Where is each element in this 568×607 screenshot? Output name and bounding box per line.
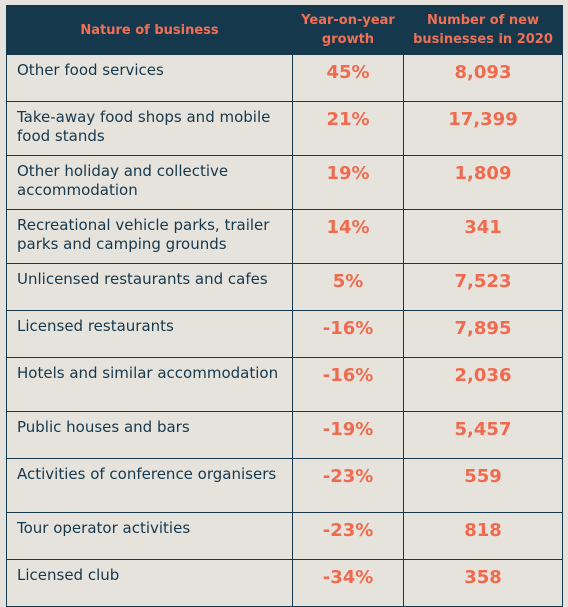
business-name-cell: Tour operator activities xyxy=(6,512,293,560)
growth-cell: -23% xyxy=(292,512,404,560)
new-businesses-cell: 8,093 xyxy=(403,54,563,102)
header-new-businesses-2020: Number of new businesses in 2020 xyxy=(403,5,563,55)
table-body: Other food services 45% 8,093 Take-away foo… xyxy=(6,54,563,607)
table-row: Tour operator activities -23% 818 xyxy=(6,512,563,560)
table-row: Unlicensed restaurants and cafes 5% 7,523 xyxy=(6,263,563,311)
table-row: Licensed club -34% 358 xyxy=(6,559,563,607)
table-row: Public houses and bars -19% 5,457 xyxy=(6,411,563,459)
header-nature-of-business: Nature of business xyxy=(6,5,293,55)
table-row: Other holiday and collective accommodati… xyxy=(6,155,563,210)
table-header: Nature of business Year-on-year growth N… xyxy=(6,5,563,55)
header-year-on-year-growth: Year-on-year growth xyxy=(292,5,404,55)
new-businesses-cell: 5,457 xyxy=(403,411,563,459)
table-row: Other food services 45% 8,093 xyxy=(6,54,563,102)
table-row: Activities of conference organisers -23% 5… xyxy=(6,458,563,513)
table-row: Take-away food shops and mobile food sta… xyxy=(6,101,563,156)
growth-cell: -34% xyxy=(292,559,404,607)
growth-cell: 45% xyxy=(292,54,404,102)
table-row: Hotels and similar accommodation -16% 2,03… xyxy=(6,357,563,412)
business-growth-table: Nature of business Year-on-year growth N… xyxy=(6,5,563,607)
business-name-cell: Public houses and bars xyxy=(6,411,293,459)
new-businesses-cell: 818 xyxy=(403,512,563,560)
new-businesses-cell: 17,399 xyxy=(403,101,563,156)
table-row: Licensed restaurants -16% 7,895 xyxy=(6,310,563,358)
new-businesses-cell: 2,036 xyxy=(403,357,563,412)
growth-cell: -19% xyxy=(292,411,404,459)
business-name-cell: Licensed club xyxy=(6,559,293,607)
new-businesses-cell: 1,809 xyxy=(403,155,563,210)
growth-cell: -23% xyxy=(292,458,404,513)
business-name-cell: Hotels and similar accommodation xyxy=(6,357,293,412)
growth-cell: 19% xyxy=(292,155,404,210)
business-name-cell: Other food services xyxy=(6,54,293,102)
business-name-cell: Take-away food shops and mobile food sta… xyxy=(6,101,293,156)
business-name-cell: Other holiday and collective accommodati… xyxy=(6,155,293,210)
new-businesses-cell: 341 xyxy=(403,209,563,264)
table-row: Recreational vehicle parks, trailer park… xyxy=(6,209,563,264)
growth-cell: -16% xyxy=(292,357,404,412)
header-row: Nature of business Year-on-year growth N… xyxy=(6,5,563,55)
business-name-cell: Recreational vehicle parks, trailer park… xyxy=(6,209,293,264)
business-name-cell: Unlicensed restaurants and cafes xyxy=(6,263,293,311)
new-businesses-cell: 358 xyxy=(403,559,563,607)
new-businesses-cell: 7,895 xyxy=(403,310,563,358)
new-businesses-cell: 559 xyxy=(403,458,563,513)
business-name-cell: Licensed restaurants xyxy=(6,310,293,358)
business-name-cell: Activities of conference organisers xyxy=(6,458,293,513)
growth-cell: -16% xyxy=(292,310,404,358)
growth-cell: 21% xyxy=(292,101,404,156)
growth-cell: 5% xyxy=(292,263,404,311)
new-businesses-cell: 7,523 xyxy=(403,263,563,311)
growth-cell: 14% xyxy=(292,209,404,264)
